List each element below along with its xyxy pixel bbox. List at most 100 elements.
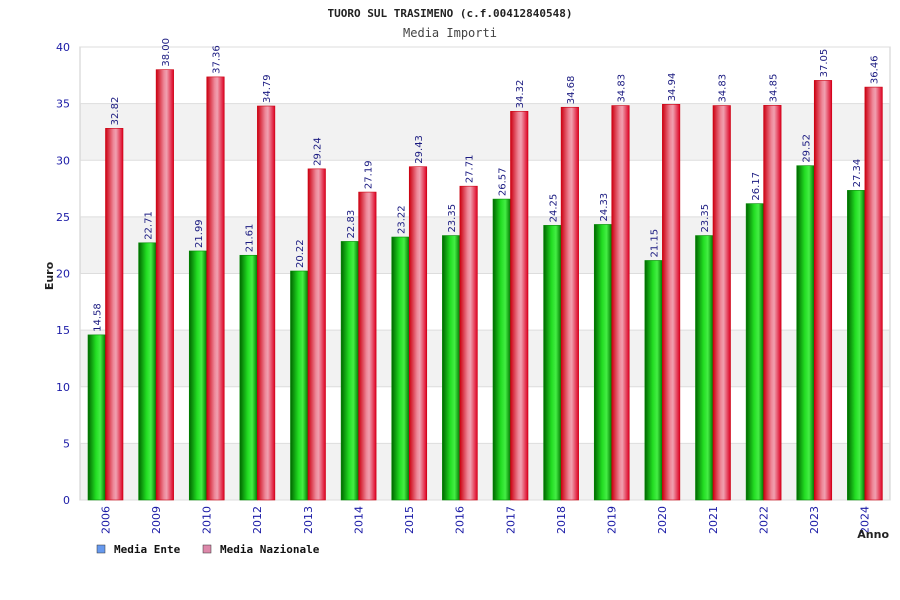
- bar-media-ente-2015: [391, 236, 410, 501]
- x-axis-label: Anno: [857, 528, 889, 541]
- value-label: 32.82: [110, 97, 121, 126]
- value-label: 23.35: [447, 204, 458, 233]
- legend-swatch: [96, 544, 106, 554]
- bar-media-nazionale-2024: [864, 86, 883, 501]
- value-label: 27.71: [465, 155, 476, 184]
- value-label: 37.36: [212, 45, 223, 74]
- legend-swatch: [202, 544, 212, 554]
- value-label: 34.83: [617, 74, 628, 103]
- bar-media-ente-2009: [138, 242, 157, 501]
- y-axis-label: Euro: [43, 261, 56, 290]
- chart-subtitle: Media Importi: [403, 26, 497, 40]
- value-label: 34.68: [566, 76, 577, 105]
- value-label: 36.46: [870, 55, 881, 84]
- y-tick-label: 40: [56, 41, 70, 54]
- bar-media-ente-2012: [239, 254, 258, 501]
- value-label: 24.25: [548, 194, 559, 223]
- x-tick-label: 2021: [707, 506, 720, 534]
- bar-media-nazionale-2022: [763, 105, 782, 501]
- y-tick-label: 15: [56, 324, 70, 337]
- bars-group: [87, 69, 883, 501]
- bar-media-nazionale-2023: [813, 80, 833, 501]
- value-label: 26.17: [751, 172, 762, 201]
- bar-media-nazionale-2014: [358, 191, 377, 501]
- bar-media-ente-2016: [442, 235, 461, 501]
- y-tick-label: 25: [56, 211, 70, 224]
- legend-label: Media Nazionale: [220, 543, 320, 556]
- x-tick-label: 2023: [808, 506, 821, 534]
- y-tick-label: 10: [56, 381, 70, 394]
- value-label: 29.43: [414, 135, 425, 164]
- value-label: 27.19: [363, 160, 374, 189]
- bar-media-nazionale-2020: [662, 104, 681, 501]
- x-tick-label: 2006: [99, 506, 112, 534]
- bar-media-nazionale-2021: [712, 105, 731, 501]
- bar-media-nazionale-2013: [307, 168, 326, 501]
- value-label: 38.00: [161, 38, 172, 67]
- bar-media-ente-2020: [644, 260, 663, 501]
- value-label: 21.61: [245, 224, 256, 253]
- y-tick-label: 20: [56, 268, 70, 281]
- x-tick-label: 2018: [555, 506, 568, 534]
- value-label: 34.94: [667, 73, 678, 102]
- value-label: 29.24: [313, 137, 324, 166]
- y-tick-label: 5: [63, 437, 70, 450]
- value-label: 37.05: [819, 49, 830, 78]
- value-label: 27.34: [852, 159, 863, 188]
- x-tick-label: 2014: [352, 506, 365, 534]
- bar-media-nazionale-2009: [155, 69, 174, 501]
- x-tick-label: 2010: [201, 506, 214, 534]
- value-label: 34.83: [718, 74, 729, 103]
- x-axis-ticks: 2006 2009 2010 2012 2013 2014 2015 2016 2017 2018…: [99, 506, 871, 534]
- bar-media-ente-2014: [340, 241, 359, 501]
- value-label: 14.58: [93, 303, 104, 332]
- y-tick-label: 35: [56, 98, 70, 111]
- x-tick-label: 2020: [656, 506, 669, 534]
- legend-label: Media Ente: [114, 543, 181, 556]
- bar-media-nazionale-2010: [206, 76, 225, 501]
- bar-media-nazionale-2016: [459, 185, 478, 501]
- x-tick-label: 2016: [454, 506, 467, 534]
- bar-media-ente-2019: [593, 224, 613, 501]
- value-label: 34.85: [768, 74, 779, 103]
- x-tick-label: 2022: [757, 506, 770, 534]
- bar-media-nazionale-2017: [510, 111, 529, 501]
- y-tick-label: 0: [63, 494, 70, 507]
- bar-media-nazionale-2018: [560, 106, 579, 501]
- bar-media-ente-2023: [796, 165, 815, 501]
- value-label: 20.22: [295, 239, 306, 268]
- x-tick-label: 2024: [859, 506, 872, 534]
- x-tick-label: 2017: [504, 506, 517, 534]
- y-tick-label: 30: [56, 154, 70, 167]
- value-label: 34.79: [262, 74, 273, 103]
- value-label: 22.83: [346, 210, 357, 239]
- bar-media-ente-2018: [543, 225, 562, 501]
- value-label: 22.71: [143, 211, 154, 240]
- value-label: 21.99: [194, 219, 205, 248]
- bar-media-nazionale-2019: [611, 105, 630, 501]
- x-tick-label: 2019: [606, 506, 619, 534]
- value-label: 21.15: [650, 229, 661, 258]
- chart-title: TUORO SUL TRASIMENO (c.f.00412840548): [327, 7, 572, 20]
- x-tick-label: 2009: [150, 506, 163, 534]
- bar-media-nazionale-2006: [105, 128, 124, 501]
- bar-media-ente-2021: [695, 235, 714, 501]
- x-tick-label: 2015: [403, 506, 416, 534]
- y-axis-ticks: 0 5 10 15 20 25 30 35 40: [56, 41, 70, 507]
- value-label: 23.35: [700, 204, 711, 233]
- x-tick-label: 2013: [302, 506, 315, 534]
- bar-media-ente-2006: [87, 334, 106, 501]
- value-label: 23.22: [397, 205, 408, 234]
- bar-media-ente-2010: [188, 250, 208, 501]
- legend: Media Ente Media Nazionale: [96, 543, 320, 556]
- bar-media-nazionale-2012: [257, 105, 276, 501]
- bar-media-ente-2017: [492, 198, 511, 501]
- value-label: 26.57: [498, 167, 509, 196]
- bar-media-ente-2024: [847, 190, 866, 501]
- x-tick-label: 2012: [251, 506, 264, 534]
- bar-media-ente-2022: [745, 203, 764, 501]
- bar-media-nazionale-2015: [408, 166, 428, 501]
- value-label: 24.33: [599, 193, 610, 222]
- value-labels: 14.58 32.82 22.71 38.00 21.99 37.36 21.61 34.79…: [93, 38, 881, 332]
